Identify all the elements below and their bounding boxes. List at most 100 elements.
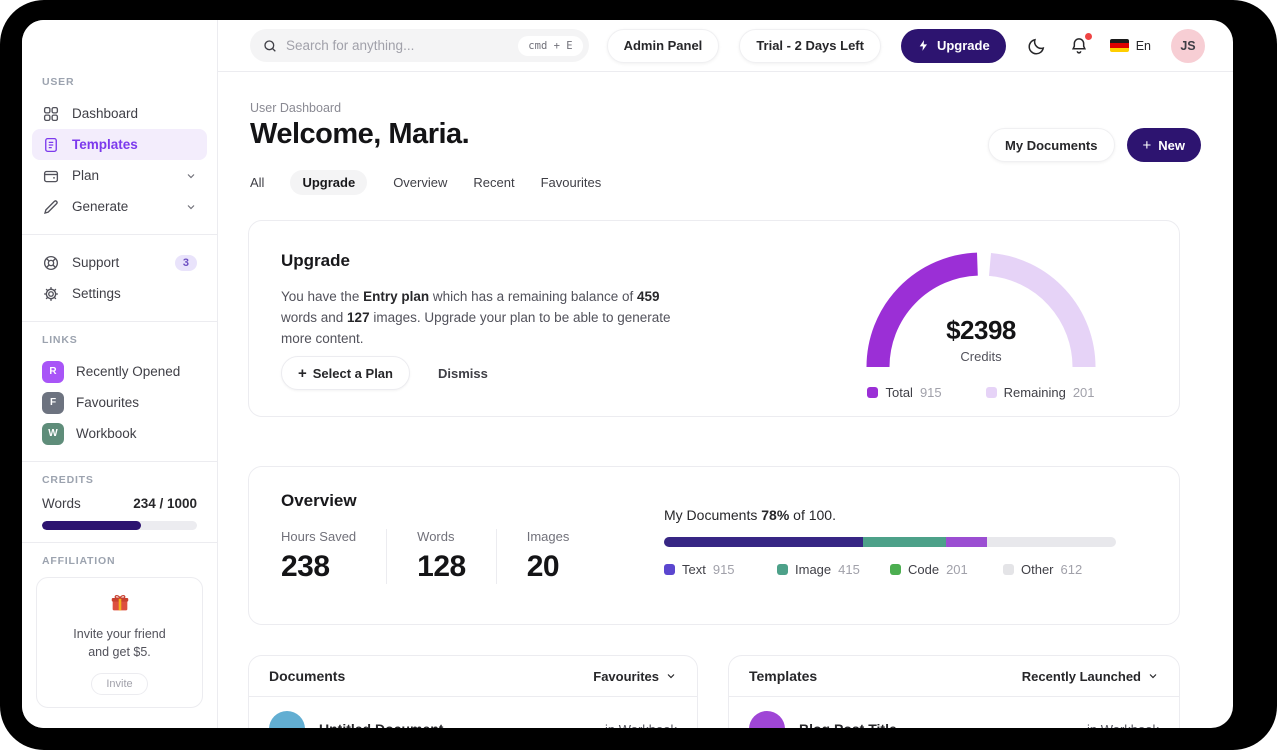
progress-text: of 100. (789, 507, 836, 523)
sidebar-divider (22, 461, 217, 462)
gear-icon (42, 285, 60, 303)
app-window: USER Dashboard Templates Plan (22, 20, 1233, 728)
sidebar-item-label: Templates (72, 137, 138, 152)
stat-value: 20 (526, 550, 560, 583)
sidebar-item-generate[interactable]: Generate (32, 191, 207, 222)
sidebar-section-credits: CREDITS (42, 474, 94, 486)
legend-label: Total (885, 385, 913, 400)
sidebar-item-label: Settings (72, 286, 121, 301)
legend-item-other: Other 612 (1003, 562, 1116, 577)
search-input[interactable] (286, 38, 511, 53)
legend-swatch (1003, 564, 1014, 575)
legend-item-image: Image 415 (777, 562, 890, 577)
grid-icon (42, 105, 60, 123)
new-button-label: New (1158, 137, 1185, 153)
legend-item-remaining: Remaining 201 (985, 385, 1095, 400)
legend-label: Text (682, 562, 706, 577)
template-name: Blog Post Title (799, 721, 897, 728)
language-selector[interactable]: En (1109, 39, 1151, 53)
page-title: Welcome, Maria. (250, 118, 470, 150)
credits-progressbar (42, 521, 197, 530)
templates-filter-dropdown[interactable]: Recently Launched (1022, 669, 1159, 684)
legend-value: 915 (712, 562, 735, 577)
gauge-legend: Total 915 Remaining 201 (841, 385, 1121, 400)
upgrade-button[interactable]: Upgrade (900, 28, 1006, 63)
tab-recent[interactable]: Recent (473, 175, 515, 190)
tab-overview[interactable]: Overview (393, 175, 448, 190)
documents-card: Documents Favourites Untitled Document i… (248, 655, 698, 728)
documents-card-title: Documents (269, 668, 346, 684)
documents-card-header: Documents Favourites (249, 656, 697, 697)
notification-dot (1084, 32, 1092, 40)
stat-words: Words 128 (417, 529, 497, 584)
gift-icon (109, 592, 131, 614)
body-bold: 459 (636, 289, 660, 304)
invite-button[interactable]: Invite (91, 673, 148, 696)
upgrade-card-title: Upgrade (281, 251, 350, 270)
affiliation-text-line1: Invite your friend (73, 627, 166, 641)
bar-segment-code (946, 537, 988, 547)
select-plan-button[interactable]: + Select a Plan (281, 356, 410, 390)
credits-progress-fill (42, 521, 142, 530)
body-text: words and (281, 309, 348, 325)
document-icon (42, 136, 60, 154)
documents-progress: My Documents 78% of 100. Text 915 Im (664, 507, 1116, 577)
search-icon (262, 38, 278, 54)
sidebar-section-user: USER (42, 76, 75, 88)
breadcrumb: User Dashboard (250, 101, 342, 115)
credits-gauge: $2398 Credits Total 915 Remaining 201 (841, 237, 1121, 413)
body-text: which has a remaining balance of (429, 289, 637, 304)
new-button[interactable]: + New (1126, 128, 1201, 162)
sidebar-item-support[interactable]: Support 3 (32, 247, 207, 278)
header-actions: My Documents + New (988, 128, 1201, 162)
bar-segment-text (664, 537, 863, 547)
sidebar-divider (22, 321, 217, 322)
template-avatar (749, 711, 785, 728)
sidebar-link-recently-opened[interactable]: R Recently Opened (32, 356, 207, 387)
link-initial-badge: W (42, 422, 64, 445)
my-documents-button[interactable]: My Documents (988, 128, 1115, 162)
sidebar-item-settings[interactable]: Settings (32, 278, 207, 309)
support-badge: 3 (174, 254, 197, 271)
stat-label: Words (417, 529, 455, 544)
dark-mode-toggle[interactable] (1026, 35, 1048, 57)
admin-panel-button[interactable]: Admin Panel (606, 28, 720, 63)
document-name: Untitled Document (319, 721, 443, 728)
body-bold: 127 (347, 309, 370, 325)
search-shortcut-badge: cmd + E (518, 35, 583, 56)
template-row[interactable]: Blog Post Title in Workbook (729, 697, 1179, 728)
tab-upgrade[interactable]: Upgrade (290, 170, 368, 195)
documents-filter-label: Favourites (593, 668, 659, 684)
notifications-button[interactable] (1068, 32, 1092, 57)
credits-row: Words 234 / 1000 (42, 496, 197, 511)
sidebar-link-workbook[interactable]: W Workbook (32, 418, 207, 449)
user-avatar[interactable]: JS (1171, 28, 1205, 63)
gauge-center: $2398 Credits (841, 315, 1121, 364)
gauge-chart (866, 252, 1096, 368)
legend-label: Code (908, 562, 940, 577)
sidebar-item-templates[interactable]: Templates (32, 129, 207, 160)
trial-badge-button[interactable]: Trial - 2 Days Left (739, 28, 881, 63)
document-location: in Workbook (605, 722, 677, 729)
legend-label: Image (795, 562, 832, 577)
sidebar-link-favourites[interactable]: F Favourites (32, 387, 207, 418)
sidebar-item-label: Plan (72, 168, 100, 183)
sidebar-item-plan[interactable]: Plan (32, 160, 207, 191)
affiliation-text: Invite your friend and get $5. (47, 625, 192, 661)
document-row[interactable]: Untitled Document in Workbook (249, 697, 697, 728)
progress-text: My Documents (664, 507, 762, 523)
sidebar-item-dashboard[interactable]: Dashboard (32, 98, 207, 129)
dismiss-button[interactable]: Dismiss (437, 365, 488, 381)
documents-filter-dropdown[interactable]: Favourites (593, 669, 677, 684)
search-bar[interactable]: cmd + E (250, 29, 589, 62)
template-location: in Workbook (1087, 722, 1159, 729)
legend-item-total: Total 915 (867, 385, 942, 400)
tabs: All Upgrade Overview Recent Favourites (250, 170, 601, 195)
main-content: User Dashboard Welcome, Maria. My Docume… (218, 72, 1233, 728)
upgrade-card: Upgrade You have the Entry plan which ha… (248, 220, 1180, 417)
tab-favourites[interactable]: Favourites (540, 175, 602, 190)
tab-all[interactable]: All (250, 175, 265, 190)
plus-icon: + (1142, 136, 1152, 154)
legend-swatch (664, 564, 675, 575)
link-initial-badge: R (42, 360, 64, 383)
